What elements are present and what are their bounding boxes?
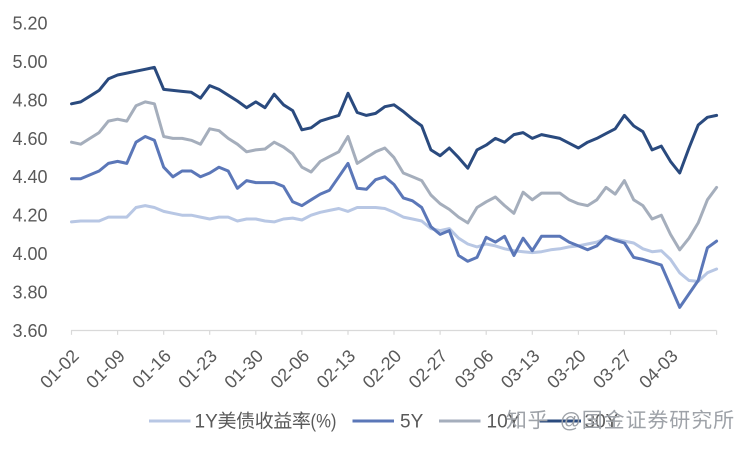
svg-text:10Y: 10Y <box>487 412 521 433</box>
svg-text:1Y: 1Y <box>195 412 219 433</box>
svg-text:4.00: 4.00 <box>12 244 47 264</box>
svg-text:4.60: 4.60 <box>12 129 47 149</box>
svg-text:4.80: 4.80 <box>12 90 47 110</box>
svg-text:@: @ <box>560 409 581 432</box>
svg-text:3.80: 3.80 <box>12 282 47 302</box>
svg-text:3.60: 3.60 <box>12 321 47 341</box>
svg-text:(%): (%) <box>311 412 337 433</box>
svg-text:4.20: 4.20 <box>12 206 47 226</box>
svg-text:5Y: 5Y <box>400 412 424 433</box>
svg-text:4.40: 4.40 <box>12 167 47 187</box>
svg-text:5.00: 5.00 <box>12 52 47 72</box>
svg-text:5.20: 5.20 <box>12 14 47 34</box>
